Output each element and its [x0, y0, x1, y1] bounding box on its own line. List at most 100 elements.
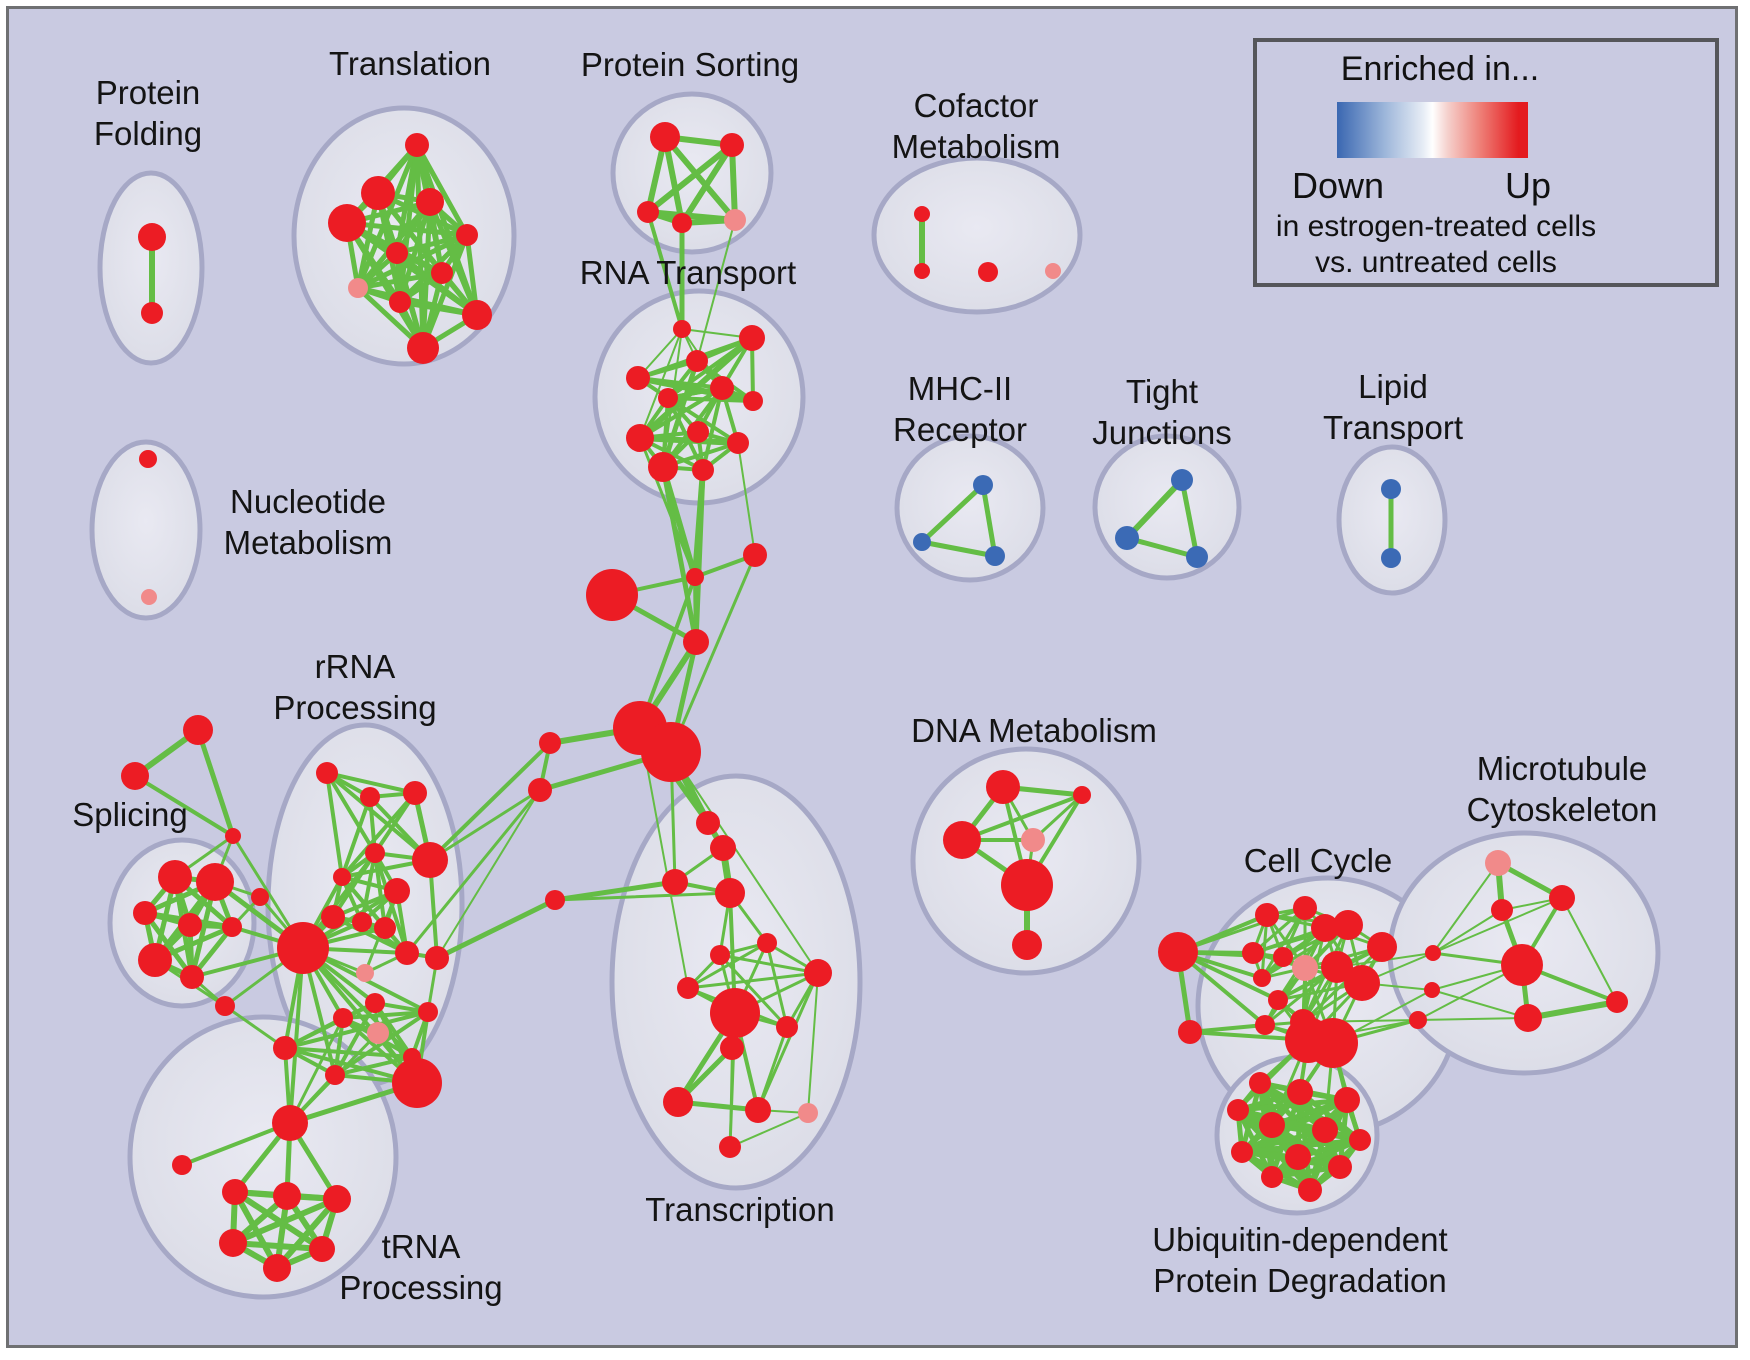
- node-lc1[interactable]: [539, 732, 561, 754]
- node-ub1[interactable]: [1249, 1072, 1271, 1094]
- node-mc9[interactable]: [1409, 1011, 1427, 1029]
- node-mh1[interactable]: [973, 475, 993, 495]
- node-ub4[interactable]: [1227, 1099, 1249, 1121]
- node-cc11[interactable]: [1321, 951, 1353, 983]
- node-mc6[interactable]: [1514, 1004, 1542, 1032]
- node-tr4[interactable]: [328, 204, 366, 242]
- node-tx14[interactable]: [745, 1097, 771, 1123]
- node-ub6[interactable]: [1312, 1117, 1338, 1143]
- node-tx8[interactable]: [804, 959, 832, 987]
- node-tr8[interactable]: [348, 278, 368, 298]
- node-tx4[interactable]: [715, 878, 745, 908]
- node-rr11[interactable]: [277, 922, 329, 974]
- node-rt5[interactable]: [710, 376, 734, 400]
- node-rr12[interactable]: [356, 964, 374, 982]
- node-cc18[interactable]: [1308, 1018, 1358, 1068]
- node-dm2[interactable]: [1073, 786, 1091, 804]
- node-rr17[interactable]: [365, 993, 385, 1013]
- node-cf2[interactable]: [914, 263, 930, 279]
- node-pf1[interactable]: [138, 223, 166, 251]
- node-tr7[interactable]: [431, 262, 453, 284]
- node-tj3[interactable]: [1186, 546, 1208, 568]
- node-rr15[interactable]: [215, 996, 235, 1016]
- node-trn8[interactable]: [263, 1254, 291, 1282]
- node-ub9[interactable]: [1285, 1144, 1311, 1170]
- node-tr1[interactable]: [405, 133, 429, 157]
- node-trn4[interactable]: [273, 1182, 301, 1210]
- node-rt9[interactable]: [626, 424, 654, 452]
- node-rr2[interactable]: [360, 787, 380, 807]
- node-dm6[interactable]: [1012, 930, 1042, 960]
- node-sp4[interactable]: [178, 913, 202, 937]
- node-rr18[interactable]: [367, 1022, 389, 1044]
- node-sp2[interactable]: [196, 863, 234, 901]
- node-ps1[interactable]: [650, 122, 680, 152]
- node-ub5[interactable]: [1259, 1112, 1285, 1138]
- node-rr3[interactable]: [403, 781, 427, 805]
- node-rt3[interactable]: [686, 350, 708, 372]
- node-trn2[interactable]: [172, 1155, 192, 1175]
- node-sp8[interactable]: [251, 888, 269, 906]
- node-tx9[interactable]: [677, 977, 699, 999]
- node-mid4[interactable]: [683, 629, 709, 655]
- node-ub7[interactable]: [1349, 1129, 1371, 1151]
- node-sp7[interactable]: [180, 965, 204, 989]
- node-tri2[interactable]: [121, 762, 149, 790]
- node-tx12[interactable]: [720, 1036, 744, 1060]
- node-dm5[interactable]: [1001, 859, 1053, 911]
- node-tx2[interactable]: [710, 835, 736, 861]
- node-pf2[interactable]: [141, 302, 163, 324]
- node-cc2[interactable]: [1178, 1020, 1202, 1044]
- node-tx13[interactable]: [663, 1087, 693, 1117]
- node-tr10[interactable]: [462, 300, 492, 330]
- node-tx1[interactable]: [696, 811, 720, 835]
- node-rt11[interactable]: [648, 452, 678, 482]
- node-rt6[interactable]: [658, 388, 678, 408]
- node-trn3[interactable]: [222, 1179, 248, 1205]
- node-dm4[interactable]: [1021, 828, 1045, 852]
- node-rt7[interactable]: [743, 391, 763, 411]
- node-rr6[interactable]: [384, 878, 410, 904]
- node-rr14[interactable]: [425, 946, 449, 970]
- node-ps2[interactable]: [720, 133, 744, 157]
- node-rr10[interactable]: [374, 917, 396, 939]
- node-nm1[interactable]: [139, 450, 157, 468]
- node-ps5[interactable]: [724, 209, 746, 231]
- node-mid1[interactable]: [686, 568, 704, 586]
- node-sp6[interactable]: [138, 943, 172, 977]
- node-cc4[interactable]: [1293, 896, 1317, 920]
- node-ub12[interactable]: [1298, 1178, 1322, 1202]
- node-rr9[interactable]: [352, 912, 372, 932]
- node-cc10[interactable]: [1292, 955, 1318, 981]
- node-mc3[interactable]: [1491, 899, 1513, 921]
- node-sp1[interactable]: [158, 860, 192, 894]
- node-trn5[interactable]: [323, 1185, 351, 1213]
- node-trn7[interactable]: [309, 1236, 335, 1262]
- node-cc15[interactable]: [1255, 1015, 1275, 1035]
- node-tri1[interactable]: [183, 715, 213, 745]
- node-tx10[interactable]: [710, 988, 760, 1038]
- node-cc13[interactable]: [1268, 990, 1288, 1010]
- node-mid3[interactable]: [586, 569, 638, 621]
- node-rr4[interactable]: [365, 843, 385, 863]
- node-ub3[interactable]: [1334, 1087, 1360, 1113]
- node-mc8[interactable]: [1424, 982, 1440, 998]
- node-sp5[interactable]: [222, 917, 242, 937]
- node-rr1[interactable]: [316, 762, 338, 784]
- node-nm2[interactable]: [141, 589, 157, 605]
- node-ub2[interactable]: [1287, 1079, 1313, 1105]
- node-rt12[interactable]: [692, 459, 714, 481]
- node-sp3[interactable]: [133, 901, 157, 925]
- node-cc6[interactable]: [1273, 947, 1293, 967]
- node-cf4[interactable]: [1045, 263, 1061, 279]
- node-mc7[interactable]: [1425, 945, 1441, 961]
- node-mc1[interactable]: [1485, 850, 1511, 876]
- node-tj2[interactable]: [1115, 526, 1139, 550]
- node-tx5[interactable]: [545, 890, 565, 910]
- node-mh2[interactable]: [913, 533, 931, 551]
- node-rr16[interactable]: [333, 1008, 353, 1028]
- node-tx6[interactable]: [757, 933, 777, 953]
- node-rr5[interactable]: [333, 868, 351, 886]
- node-tx3[interactable]: [662, 869, 688, 895]
- node-cf3[interactable]: [978, 262, 998, 282]
